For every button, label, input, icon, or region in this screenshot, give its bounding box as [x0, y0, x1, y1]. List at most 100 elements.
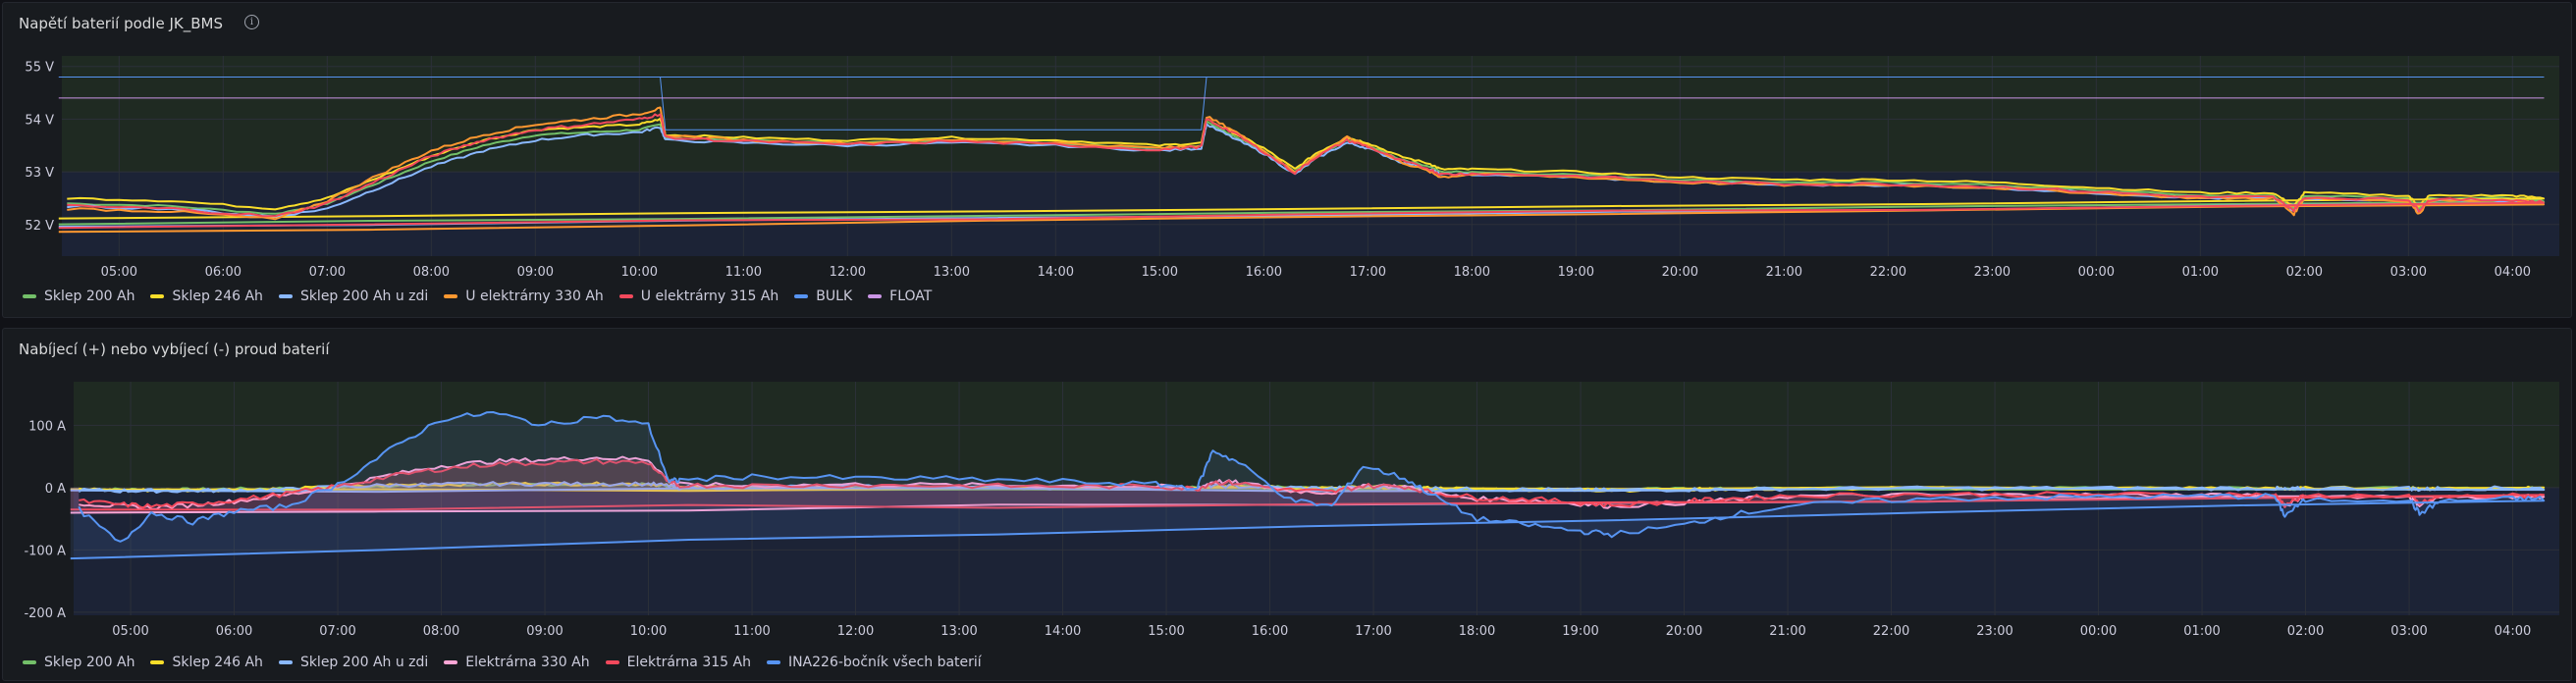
x-tick-label: 09:00 [526, 624, 563, 639]
x-tick-label: 17:00 [1350, 265, 1386, 280]
panel-title: Napětí baterií podle JK_BMS [19, 15, 223, 32]
x-tick-label: 20:00 [1662, 265, 1698, 280]
legend-swatch [766, 660, 780, 664]
x-tick-label: 10:00 [621, 265, 658, 280]
x-tick-label: 02:00 [2286, 265, 2323, 280]
x-tick-label: 06:00 [216, 624, 252, 639]
series-line [70, 481, 2546, 494]
legend-label: Sklep 200 Ah u zdi [299, 655, 429, 670]
legend-label: Elektrárna 315 Ah [626, 655, 751, 670]
x-tick-label: 13:00 [940, 624, 977, 639]
legend-label: Sklep 246 Ah [172, 655, 263, 670]
legend-swatch [868, 294, 883, 298]
y-tick-label: 52 V [25, 219, 54, 234]
x-tick-label: 22:00 [1870, 265, 1906, 280]
legend-label: FLOAT [889, 289, 933, 304]
voltage-panel: Napětí baterií podle JK_BMS i 52 V 53 V 54… [2, 2, 2572, 318]
x-tick-label: 05:00 [101, 265, 137, 280]
legend-item[interactable]: Sklep 246 Ah [150, 655, 263, 670]
legend-item[interactable]: U elektrárny 330 Ah [444, 289, 604, 304]
legend-swatch [23, 294, 36, 298]
x-tick-label: 20:00 [1666, 624, 1702, 639]
voltage-legend: Sklep 200 Ah Sklep 246 Ah Sklep 200 Ah u z… [23, 289, 932, 304]
x-tick-label: 00:00 [2080, 624, 2117, 639]
legend-item[interactable]: INA226-bočník všech baterií [766, 655, 982, 670]
legend-swatch [278, 660, 293, 664]
legend-item[interactable]: Elektrárna 330 Ah [444, 655, 590, 670]
info-icon[interactable]: i [244, 15, 259, 29]
legend-label: Sklep 200 Ah u zdi [299, 289, 429, 304]
current-legend: Sklep 200 Ah Sklep 246 Ah Sklep 200 Ah u z… [23, 655, 982, 670]
legend-item[interactable]: FLOAT [868, 289, 932, 304]
legend-item[interactable]: Elektrárna 315 Ah [605, 655, 751, 670]
legend-swatch [150, 294, 165, 298]
legend-label: Sklep 200 Ah [44, 655, 135, 670]
x-tick-label: 08:00 [423, 624, 459, 639]
x-tick-label: 17:00 [1355, 624, 1391, 639]
x-tick-label: 15:00 [1148, 624, 1184, 639]
legend-label: Sklep 200 Ah [44, 289, 135, 304]
x-tick-label: 12:00 [837, 624, 874, 639]
x-tick-label: 19:00 [1558, 265, 1594, 280]
series-line [58, 117, 2546, 220]
legend-swatch [444, 660, 458, 664]
legend-item[interactable]: Sklep 246 Ah [150, 289, 263, 304]
legend-swatch [794, 294, 809, 298]
legend-label: BULK [816, 289, 853, 304]
x-tick-label: 03:00 [2390, 265, 2427, 280]
y-tick-label: 53 V [25, 166, 54, 181]
current-chart: -200 A -100 A 0 A 100 A 05:00 06:00 07:00 08:00… [24, 382, 2559, 639]
x-tick-label: 18:00 [1459, 624, 1495, 639]
x-tick-label: 07:00 [309, 265, 346, 280]
legend-item[interactable]: BULK [794, 289, 852, 304]
series-area [70, 459, 2545, 510]
legend-swatch [605, 660, 619, 664]
x-tick-label: 21:00 [1769, 624, 1805, 639]
legend-item[interactable]: Sklep 200 Ah [23, 655, 134, 670]
series-line [70, 458, 2546, 511]
legend-item[interactable]: U elektrárny 315 Ah [618, 289, 779, 304]
voltage-chart: 52 V 53 V 54 V 55 V 05:00 06:00 07:00 08:00 09:0… [25, 56, 2559, 280]
x-tick-label: 03:00 [2390, 624, 2427, 639]
x-tick-label: 08:00 [413, 265, 450, 280]
threshold-zone [74, 382, 2559, 488]
panel-title: Nabíjecí (+) nebo vybíjecí (-) proud bat… [19, 341, 330, 358]
y-tick-label: 54 V [25, 113, 54, 128]
x-tick-label: 14:00 [1045, 624, 1081, 639]
x-tick-label: 06:00 [205, 265, 242, 280]
x-tick-label: 19:00 [1562, 624, 1598, 639]
x-tick-label: 23:00 [1974, 265, 2011, 280]
series-line [70, 411, 2546, 560]
x-tick-label: 16:00 [1252, 624, 1288, 639]
x-tick-label: 14:00 [1038, 265, 1074, 280]
x-tick-label: 11:00 [733, 624, 770, 639]
x-tick-label: 12:00 [830, 265, 866, 280]
current-panel: Nabíjecí (+) nebo vybíjecí (-) proud bat… [2, 328, 2572, 681]
x-tick-label: 00:00 [2078, 265, 2115, 280]
legend-swatch [150, 660, 165, 664]
legend-swatch [278, 294, 293, 298]
series-line [58, 113, 2546, 230]
legend-label: Sklep 246 Ah [172, 289, 263, 304]
x-tick-label: 04:00 [2495, 624, 2531, 639]
x-tick-label: 05:00 [112, 624, 148, 639]
x-tick-label: 15:00 [1142, 265, 1178, 280]
legend-item[interactable]: Sklep 200 Ah u zdi [278, 289, 429, 304]
x-tick-label: 13:00 [934, 265, 970, 280]
y-tick-label: -100 A [24, 544, 66, 558]
x-tick-label: 22:00 [1873, 624, 1909, 639]
x-tick-label: 02:00 [2287, 624, 2324, 639]
series-line [58, 77, 2545, 131]
y-tick-label: 55 V [25, 61, 54, 76]
series-area [70, 412, 2545, 559]
legend-item[interactable]: Sklep 200 Ah [23, 289, 134, 304]
legend-swatch [618, 294, 633, 298]
legend-label: U elektrárny 315 Ah [640, 289, 779, 304]
y-tick-label: -200 A [24, 606, 66, 621]
legend-item[interactable]: Sklep 200 Ah u zdi [278, 655, 429, 670]
y-tick-label: 100 A [28, 419, 66, 434]
x-tick-label: 23:00 [1976, 624, 2012, 639]
x-tick-label: 16:00 [1246, 265, 1282, 280]
legend-label: Elektrárna 330 Ah [465, 655, 590, 670]
legend-label: U elektrárny 330 Ah [465, 289, 604, 304]
